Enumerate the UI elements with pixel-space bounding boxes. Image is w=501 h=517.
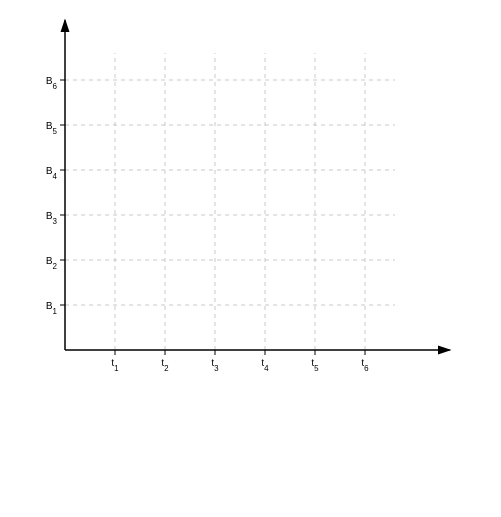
diagram-svg: t1t2t3t4t5t6B1B2B3B4B5B6 <box>0 0 501 517</box>
